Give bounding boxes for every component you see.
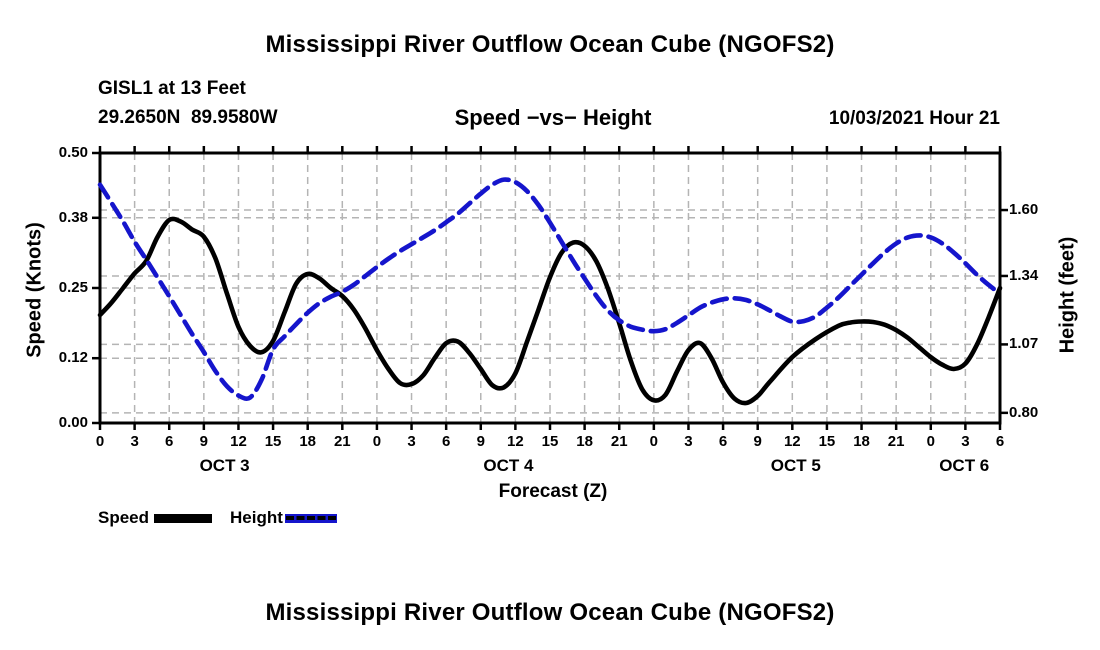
x-axis-tick-label: 3: [130, 433, 139, 450]
right-axis-tick-label: 1.60: [1009, 201, 1039, 219]
left-axis-tick-label: 0.25: [58, 279, 88, 296]
series-line-speed: [97, 216, 1003, 406]
right-axis-tick-label: 1.07: [1009, 335, 1039, 353]
x-axis-tick-label: 9: [199, 433, 209, 450]
x-axis-tick-label: 12: [783, 433, 801, 450]
coordinates-label: 29.2650N 89.9580W: [98, 107, 278, 128]
right-axis-tick-label: 1.34: [1009, 266, 1039, 284]
x-axis-tick-label: 9: [753, 433, 762, 450]
x-axis-tick-label: 0: [372, 433, 382, 450]
x-axis-tick-label: 0: [95, 433, 105, 450]
legend: Speed Height: [98, 508, 337, 528]
x-axis-tick-label: 21: [333, 433, 351, 450]
x-axis-title: Forecast (Z): [498, 481, 608, 502]
x-axis-tick-label: 15: [818, 433, 836, 450]
bottom-chart-title: Mississippi River Outflow Ocean Cube (NG…: [265, 599, 835, 626]
x-axis-tick-label: 12: [507, 433, 524, 450]
x-axis-tick-label: 6: [441, 433, 451, 450]
chart-subtitle: Speed −vs− Height: [454, 105, 652, 130]
right-axis-tick-label: 0.80: [1009, 403, 1039, 421]
x-axis-tick-label: 9: [476, 433, 485, 450]
left-axis-tick-label: 0.12: [58, 349, 88, 367]
x-axis-tick-label: 3: [961, 433, 970, 450]
x-axis-tick-label: 18: [853, 433, 870, 450]
legend-speed-label: Speed: [98, 508, 150, 527]
x-axis-tick-label: 18: [299, 433, 317, 450]
right-axis-title: Height (feet): [1056, 236, 1079, 354]
day-label: OCT 5: [770, 456, 821, 475]
x-axis-tick-label: 6: [165, 433, 174, 450]
legend-speed-line-swatch: [154, 513, 213, 523]
x-axis-tick-label: 0: [926, 433, 935, 450]
x-axis-tick-label: 15: [541, 433, 559, 450]
x-axis-tick-label: 3: [684, 433, 693, 450]
x-axis-tick-label: 21: [887, 433, 905, 450]
legend-height-line-swatch: [284, 513, 337, 523]
x-axis-tick-label: 6: [718, 433, 728, 450]
left-axis-tick-label: 0.00: [58, 414, 88, 431]
legend-height-label: Height: [230, 508, 283, 527]
day-label: OCT 4: [483, 456, 534, 475]
x-axis-tick-label: 15: [264, 433, 282, 450]
day-label: OCT 3: [199, 456, 250, 475]
series-line-height: [97, 177, 1003, 401]
legend-height-dash-pattern: [285, 515, 336, 520]
x-axis-tick-label: 21: [610, 433, 628, 450]
x-axis-tick-label: 0: [649, 433, 659, 450]
x-axis-tick-label: 3: [407, 433, 416, 450]
station-label: GISL1 at 13 Feet: [98, 78, 246, 99]
x-axis-tick-label: 18: [576, 433, 593, 450]
x-axis-tick-label: 12: [230, 433, 247, 450]
left-axis-title: Speed (Knots): [23, 222, 46, 358]
left-axis-tick-label: 0.50: [58, 144, 88, 161]
left-axis-tick-label: 0.38: [58, 208, 88, 226]
chart-title: Mississippi River Outflow Ocean Cube (NG…: [265, 31, 835, 58]
forecast-datetime-label: 10/03/2021 Hour 21: [828, 108, 1000, 129]
x-axis-tick-label: 6: [995, 433, 1005, 450]
day-label: OCT 6: [939, 456, 990, 475]
